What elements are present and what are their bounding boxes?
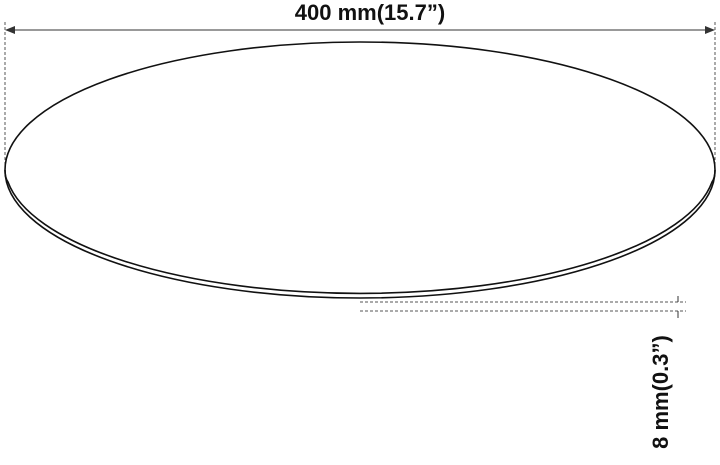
thickness-label: 8 mm(0.3”) — [648, 335, 673, 449]
bottom-edge — [4, 169, 716, 295]
top-surface — [4, 41, 716, 299]
diameter-label: 400 mm(15.7”) — [295, 0, 445, 25]
label-background — [270, 2, 470, 28]
